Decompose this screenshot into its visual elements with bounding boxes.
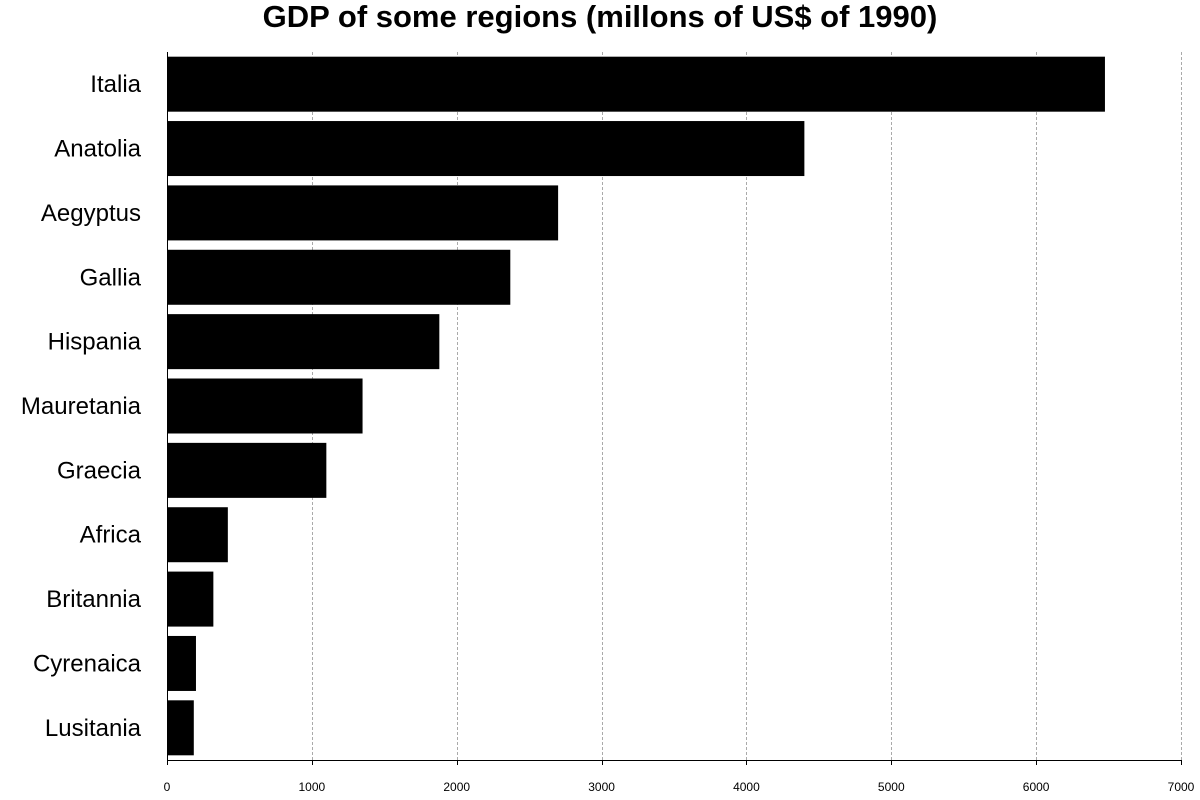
category-label: Gallia bbox=[80, 264, 142, 291]
x-tick-label: 4000 bbox=[733, 780, 760, 794]
category-label: Cyrenaica bbox=[33, 650, 142, 677]
axis-layer bbox=[167, 52, 1182, 765]
category-label: Africa bbox=[80, 522, 142, 549]
bar-africa bbox=[167, 507, 228, 563]
bar-britannia bbox=[167, 571, 214, 627]
x-tick-label: 1000 bbox=[299, 780, 326, 794]
chart-title: GDP of some regions (millons of US$ of 1… bbox=[262, 0, 938, 34]
category-label: Mauretania bbox=[21, 393, 142, 420]
x-tick-label: 7000 bbox=[1168, 780, 1195, 794]
bar-anatolia bbox=[167, 121, 805, 177]
bar-graecia bbox=[167, 442, 327, 498]
category-labels: Italia Anatolia Aegyptus Gallia Hispania Maur… bbox=[21, 71, 142, 742]
x-tick-label: 3000 bbox=[588, 780, 615, 794]
bar-hispania bbox=[167, 314, 440, 370]
bar-gallia bbox=[167, 249, 511, 305]
x-tick-label: 5000 bbox=[878, 780, 905, 794]
x-tick-label: 6000 bbox=[1023, 780, 1050, 794]
category-label: Britannia bbox=[46, 586, 141, 613]
category-label: Graecia bbox=[57, 457, 142, 484]
bar-lusitania bbox=[167, 700, 194, 756]
bar-aegyptus bbox=[167, 185, 559, 241]
x-tick-label: 0 bbox=[164, 780, 171, 794]
category-label: Hispania bbox=[48, 329, 142, 356]
bar-mauretania bbox=[167, 378, 363, 434]
bars-layer bbox=[167, 56, 1105, 756]
x-tick-labels: 0 1000 2000 3000 4000 5000 6000 7000 bbox=[164, 780, 1195, 794]
category-label: Lusitania bbox=[45, 715, 142, 742]
x-tick-label: 2000 bbox=[443, 780, 470, 794]
category-label: Aegyptus bbox=[41, 200, 141, 227]
bar-italia bbox=[167, 56, 1105, 112]
category-label: Italia bbox=[90, 71, 141, 98]
bar-cyrenaica bbox=[167, 635, 196, 691]
category-label: Anatolia bbox=[54, 136, 141, 163]
